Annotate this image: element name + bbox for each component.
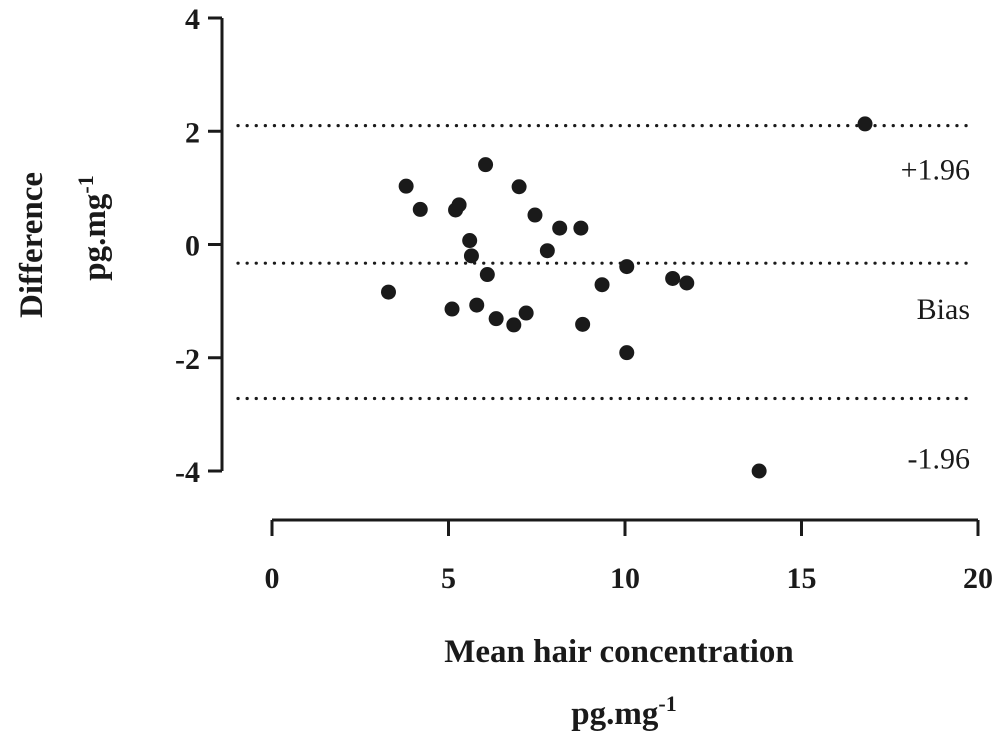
data-point bbox=[539, 243, 555, 259]
x-axis-unit-text: pg.mg bbox=[571, 696, 659, 732]
data-point bbox=[469, 297, 485, 313]
data-points bbox=[380, 116, 873, 479]
reference-label: -1.96 bbox=[908, 443, 971, 476]
y-axis-title: Difference bbox=[14, 172, 50, 318]
data-point bbox=[478, 157, 494, 173]
data-point bbox=[488, 311, 504, 327]
y-tick-label: 2 bbox=[185, 116, 200, 149]
x-tick-label: 20 bbox=[963, 562, 993, 595]
data-point bbox=[506, 317, 522, 333]
data-point bbox=[679, 275, 695, 291]
x-tick-label: 10 bbox=[610, 562, 640, 595]
data-point bbox=[451, 197, 467, 213]
data-point bbox=[462, 233, 478, 249]
reference-label: +1.96 bbox=[901, 154, 970, 187]
data-point bbox=[575, 316, 591, 332]
x-axis-title: Mean hair concentration bbox=[444, 634, 794, 670]
data-point bbox=[412, 201, 428, 217]
reference-label: Bias bbox=[917, 293, 970, 326]
x-axis: 0 5 10 15 20 bbox=[265, 518, 993, 595]
reference-labels: +1.96 Bias -1.96 bbox=[901, 154, 970, 476]
y-axis-unit-sup: -1 bbox=[73, 175, 98, 193]
data-point bbox=[751, 463, 767, 479]
data-point bbox=[511, 179, 527, 195]
data-point bbox=[573, 220, 589, 236]
data-point bbox=[619, 259, 635, 275]
x-tick-label: 0 bbox=[265, 562, 280, 595]
y-tick-label: 4 bbox=[185, 3, 200, 36]
x-tick-label: 15 bbox=[787, 562, 817, 595]
data-point bbox=[619, 345, 635, 361]
data-point bbox=[380, 284, 396, 300]
x-axis-unit: pg.mg-1 bbox=[571, 691, 676, 732]
data-point bbox=[479, 267, 495, 283]
y-tick-label: -2 bbox=[175, 343, 200, 376]
y-axis-unit-text: pg.mg bbox=[77, 193, 113, 281]
data-point bbox=[857, 116, 873, 132]
y-axis: -4 -2 0 2 4 bbox=[175, 3, 224, 489]
data-point bbox=[665, 270, 681, 286]
data-point bbox=[527, 207, 543, 223]
data-point bbox=[398, 178, 414, 194]
data-point bbox=[463, 248, 479, 264]
y-axis-unit: pg.mg-1 bbox=[73, 175, 113, 280]
data-point bbox=[594, 277, 610, 293]
x-tick-label: 5 bbox=[441, 562, 456, 595]
x-axis-unit-sup: -1 bbox=[658, 691, 676, 716]
data-point bbox=[552, 220, 568, 236]
y-tick-label: 0 bbox=[185, 230, 200, 263]
reference-lines bbox=[236, 123, 972, 401]
y-tick-label: -4 bbox=[175, 456, 200, 489]
data-point bbox=[518, 305, 534, 321]
data-point bbox=[444, 301, 460, 317]
